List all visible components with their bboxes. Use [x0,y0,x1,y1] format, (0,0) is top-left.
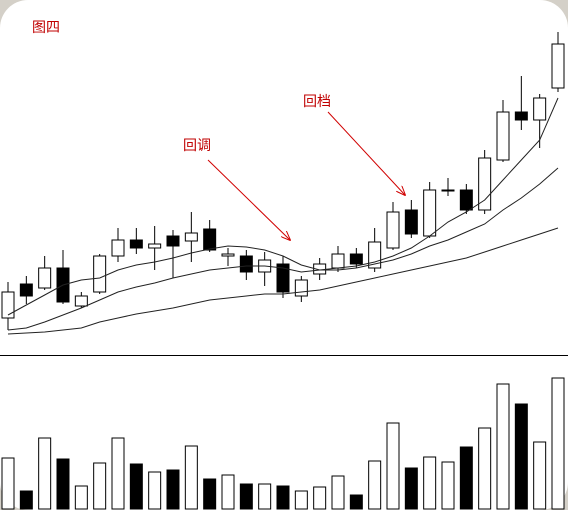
volume-bar [166,469,180,510]
moving-average-line [7,167,559,331]
candle-body [111,239,125,257]
candle-body [404,209,418,235]
volume-bar [129,463,143,510]
volume-bar [423,456,437,510]
volume-bar [533,441,547,510]
volume-bar [38,437,52,510]
volume-bar [386,422,400,510]
volume-bar [313,486,327,510]
candle-body [386,211,400,249]
candle-body [441,189,455,192]
volume-bar [148,471,162,510]
volume-bar [239,483,253,510]
candle-body [239,255,253,273]
volume-bar [496,383,510,510]
volume-bar [404,467,418,510]
volume-bar [331,475,345,510]
volume-bar [1,457,15,510]
candle-body [551,43,565,89]
annotation-arrow [207,159,290,240]
candle-body [533,97,547,121]
candle-body [459,189,473,211]
volume-bar [203,478,217,510]
candle-body [93,255,107,293]
candle-body [349,253,363,265]
candle-body [276,263,290,293]
moving-average-line [7,227,559,335]
volume-bar [276,485,290,510]
volume-bar [56,458,70,510]
candle-body [331,253,345,269]
candle-body [514,111,528,121]
candle-body [423,189,437,237]
candle-body [129,239,143,249]
volume-bar [368,460,382,510]
annotation: 回档 [303,94,331,110]
candle-body [496,111,510,161]
volume-bar [184,445,198,510]
volume-bar [74,485,88,510]
plot-area [1,32,565,510]
volume-bar [294,490,308,510]
candle-body [1,291,15,319]
annotation: 回调 [183,138,211,154]
volume-bar [459,446,473,510]
candle-body [294,279,308,297]
candle-body [166,235,180,247]
candle-body [148,243,162,249]
candle-body [221,253,235,257]
volume-bar [478,427,492,510]
volume-bar [551,377,565,510]
moving-average-line [7,97,559,316]
volume-bar [349,494,363,510]
volume-bar [111,437,125,510]
volume-bar [441,461,455,510]
volume-bar [19,490,33,510]
candle-body [184,232,198,242]
volume-bar [514,403,528,510]
candle-body [203,228,217,251]
annotation-arrow [327,111,405,195]
volume-bar [93,462,107,510]
volume-bar [258,483,272,510]
volume-bar [221,474,235,510]
candle-body [38,267,52,289]
candle-body [74,295,88,307]
candle-body [19,283,33,297]
chart-title: 图四 [32,20,60,36]
